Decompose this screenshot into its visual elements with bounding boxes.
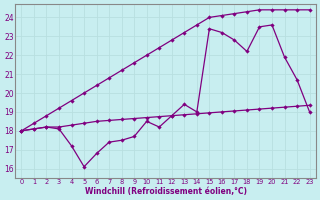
X-axis label: Windchill (Refroidissement éolien,°C): Windchill (Refroidissement éolien,°C) xyxy=(84,187,246,196)
